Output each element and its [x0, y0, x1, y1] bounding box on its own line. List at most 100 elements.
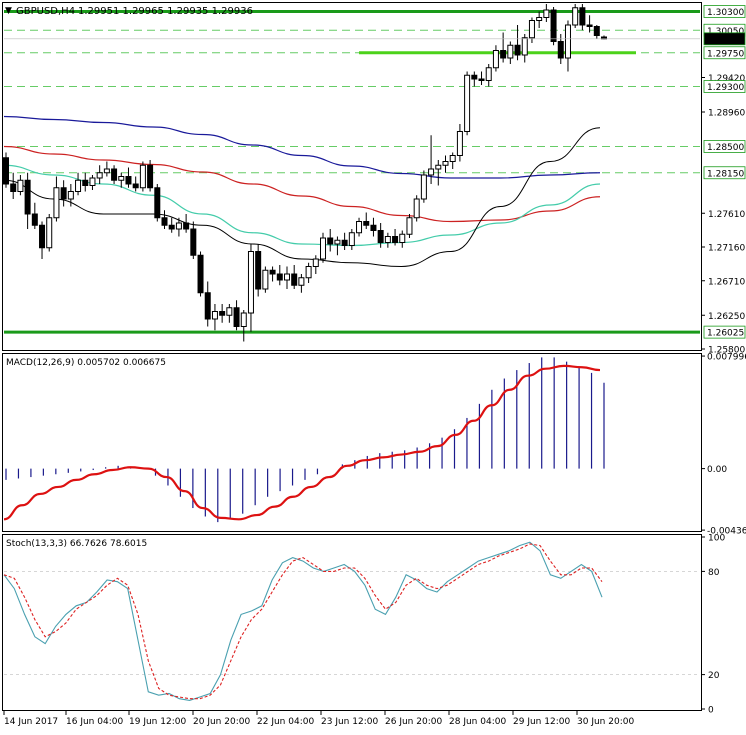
candle-body	[406, 217, 413, 235]
time-tick-label: 14 Jun 2017	[4, 717, 58, 727]
candle-body	[485, 67, 492, 81]
candle-body	[240, 312, 247, 327]
price-tag-label: 1.29936	[707, 35, 744, 45]
candle-body	[392, 236, 399, 243]
price-tag-label: 1.28500	[707, 143, 744, 153]
stoch-panel	[3, 541, 700, 701]
price-panel-frame	[2, 2, 702, 351]
time-tick-label: 16 Jun 04:00	[66, 717, 123, 727]
time-tick-label: 29 Jun 12:00	[513, 717, 570, 727]
candle-body	[53, 187, 60, 219]
candle-body	[226, 307, 233, 316]
candle-body	[283, 273, 290, 281]
candle-body	[219, 311, 226, 316]
candle-body	[492, 50, 499, 69]
candle-body	[334, 239, 341, 245]
time-tick-label: 20 Jun 20:00	[193, 717, 250, 727]
candle-body	[262, 269, 269, 290]
price-tag-box	[703, 32, 746, 46]
candle-body	[550, 9, 557, 42]
price-tick-label: 1.25800	[708, 346, 745, 356]
price-tick-label: 1.26250	[708, 312, 745, 322]
candle-body	[125, 176, 132, 185]
time-tick-label: 23 Jun 12:00	[321, 717, 378, 727]
ohlc-label: 1.29951 1.29965 1.29935 1.29936	[78, 6, 253, 17]
macd-panel	[3, 357, 605, 523]
chevron-down-icon[interactable]: ▼	[5, 6, 12, 16]
macd-signal-line	[3, 364, 601, 521]
candle-body	[276, 273, 283, 281]
candle-body	[89, 177, 96, 186]
price-tag-label: 1.26025	[707, 329, 744, 339]
candle-body	[269, 269, 276, 275]
price-tag-box	[703, 166, 746, 180]
candle-body	[420, 174, 427, 200]
candle-body	[327, 237, 334, 245]
candle-body	[536, 17, 543, 21]
candle-body	[449, 155, 456, 162]
candle-body	[60, 187, 67, 200]
price-tag-box	[703, 140, 746, 153]
price-tag-label: 1.28150	[707, 169, 744, 179]
time-tick-label: 30 Jun 20:00	[577, 717, 634, 727]
stoch-tick-label: 0	[708, 706, 714, 716]
candle-body	[3, 157, 9, 185]
candle-body	[39, 224, 46, 249]
candle-body	[211, 311, 218, 320]
candle-body	[10, 183, 17, 192]
stoch-tick-label: 100	[708, 534, 725, 544]
candle-body	[464, 74, 471, 132]
stoch-main-line	[3, 541, 603, 701]
price-tag-box	[703, 46, 746, 60]
candle-body	[103, 168, 110, 174]
ma-blue-line	[3, 115, 601, 179]
candle-body	[356, 221, 363, 234]
price-tag-label: 1.30300	[707, 8, 744, 18]
candle-body	[593, 26, 600, 36]
price-tick-label: 1.27610	[708, 210, 745, 220]
price-tag-label: 1.29750	[707, 49, 744, 59]
candle-body	[197, 254, 204, 294]
ma-cyan-line	[3, 164, 601, 247]
candle-body	[579, 7, 586, 26]
candle-body	[67, 191, 74, 200]
ma-black-line	[3, 127, 601, 268]
candle-body	[291, 273, 298, 286]
candle-body	[204, 292, 211, 320]
price-tick-label: 1.28960	[708, 109, 745, 119]
candle-body	[500, 50, 507, 59]
price-tick-label: 1.29420	[708, 74, 745, 84]
candle-body	[161, 217, 168, 226]
candle-body	[75, 179, 82, 192]
candle-body	[139, 164, 146, 189]
candle-body	[31, 213, 38, 226]
candle-body	[312, 258, 319, 267]
stoch-tick-label: 20	[708, 671, 720, 681]
macd-panel-frame	[2, 353, 702, 532]
candle-body	[471, 74, 478, 80]
stoch-panel-frame	[2, 534, 702, 711]
candle-body	[233, 307, 240, 327]
candle-body	[348, 232, 355, 246]
candle-body	[521, 37, 528, 56]
candle-body	[247, 251, 254, 314]
candle-body	[543, 9, 550, 18]
candle-body	[456, 131, 463, 156]
price-tag-box	[703, 325, 746, 339]
candle-body	[183, 222, 190, 230]
price-tag-box	[703, 80, 746, 93]
candle-body	[255, 251, 262, 290]
candle-body	[147, 164, 154, 189]
candle-body	[154, 187, 161, 219]
price-panel	[3, 4, 700, 342]
macd-tick-label: 0.007996	[707, 353, 746, 363]
candle-body	[82, 179, 89, 186]
candle-body	[370, 224, 377, 231]
time-tick-label: 26 Jun 20:00	[385, 717, 442, 727]
candle-body	[557, 41, 564, 59]
candle-body	[168, 224, 175, 230]
price-tag-label: 1.29300	[707, 83, 744, 93]
candle-body	[377, 230, 384, 243]
candle-body	[24, 179, 31, 215]
